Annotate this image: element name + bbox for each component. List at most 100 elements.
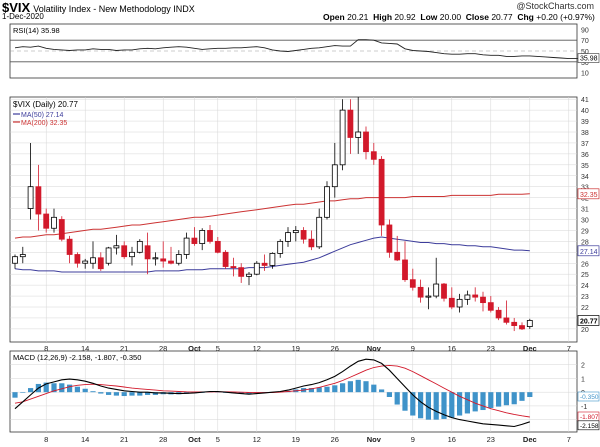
- candle-body: [175, 254, 182, 264]
- chg-label: Chg: [517, 12, 534, 22]
- candle-body: [324, 186, 330, 218]
- macd-histogram-bar: [246, 392, 252, 394]
- macd-histogram-bar: [402, 392, 408, 411]
- candle-body: [253, 262, 260, 275]
- price-tick-label: 33: [581, 185, 589, 192]
- macd-end-label-box: [577, 420, 600, 431]
- macd-histogram-bar: [386, 392, 392, 397]
- macd-histogram-bar: [129, 392, 135, 396]
- high-label: High: [373, 12, 393, 22]
- candle-body: [261, 262, 268, 266]
- ma200-legend-label: MA(200) 32.35: [21, 120, 67, 127]
- rsi-line: [14, 39, 585, 60]
- macd-histogram-bar: [59, 383, 65, 393]
- candle-body: [495, 309, 502, 319]
- candle-body: [191, 237, 198, 244]
- macd-x-tick-label: 12: [253, 435, 261, 444]
- candle-body: [285, 232, 291, 242]
- candle-body: [386, 224, 393, 253]
- candle-body: [74, 254, 81, 264]
- candle-body: [425, 295, 432, 298]
- macd-x-tick-label: 5: [216, 435, 220, 444]
- ma50-legend-label: MA(50) 27.14: [21, 112, 64, 119]
- candle-body: [300, 230, 307, 240]
- price-tick-label: 22: [581, 305, 589, 312]
- ma200-end-label: 32.35: [580, 192, 598, 199]
- price-x-tick-label: Oct: [188, 344, 201, 353]
- candle-body: [316, 216, 323, 248]
- macd-legend: MACD (12,26,9) -2.158, -1.807, -0.350: [13, 353, 141, 362]
- macd-x-tick-label: 9: [411, 435, 415, 444]
- macd-histogram-bar: [527, 392, 533, 397]
- price-tick-label: 28: [581, 239, 589, 246]
- macd-histogram-bar: [433, 392, 439, 420]
- candle-body: [160, 258, 167, 262]
- price-tick-label: 31: [581, 207, 589, 214]
- price-x-tick-label: 19: [292, 344, 300, 353]
- quote-summary: Open 20.21 High 20.92 Low 20.00 Close 20…: [323, 12, 595, 22]
- price-tick-label: 37: [581, 141, 589, 148]
- candle-body: [456, 298, 463, 308]
- candle-body: [269, 253, 276, 266]
- candle-body: [199, 230, 206, 244]
- macd-x-tick-label: 19: [292, 435, 300, 444]
- macd-x-tick-label: 14: [81, 435, 89, 444]
- macd-histogram-bar: [67, 384, 73, 393]
- macd-histogram-bar: [324, 386, 330, 393]
- candle-body: [230, 266, 237, 269]
- macd-histogram-bar: [20, 392, 26, 393]
- price-tick-label: 23: [581, 294, 589, 301]
- rsi-tick-label: 90: [581, 27, 589, 34]
- close-label: Close: [465, 12, 489, 22]
- macd-histogram-bar: [449, 392, 455, 418]
- candle-body: [214, 240, 221, 253]
- macd-histogram-bar: [418, 392, 424, 419]
- macd-end-label: -1.807: [580, 414, 599, 421]
- rsi-legend: RSI(14) 35.98: [13, 26, 60, 35]
- price-tick-label: 35: [581, 163, 589, 170]
- macd-histogram-bar: [28, 388, 34, 393]
- rsi-last-value-box: [577, 53, 600, 63]
- price-x-tick-label: 9: [411, 344, 415, 353]
- candle-body: [43, 213, 50, 229]
- macd-histogram-bar: [503, 392, 509, 406]
- macd-x-tick-label: Dec: [523, 435, 537, 444]
- close-value: 20.77: [491, 12, 513, 22]
- candle-body: [35, 186, 42, 215]
- price-x-tick-label: Nov: [367, 344, 382, 353]
- candle-body: [105, 247, 112, 264]
- price-tick-label: 38: [581, 130, 589, 137]
- candle-body: [355, 131, 362, 138]
- price-x-tick-label: 21: [120, 344, 128, 353]
- price-tick-label: 36: [581, 152, 589, 159]
- macd-histogram-bar: [379, 389, 385, 393]
- price-x-tick-label: Dec: [523, 344, 537, 353]
- candle-body: [526, 320, 533, 327]
- candle-body: [433, 283, 440, 297]
- candle-body: [347, 109, 354, 138]
- candle-body: [409, 279, 416, 288]
- price-x-tick-label: 26: [331, 344, 339, 353]
- candle-body: [144, 245, 151, 260]
- candle-body: [402, 259, 408, 281]
- macd-histogram-bar: [441, 392, 447, 419]
- macd-x-tick-label: Nov: [367, 435, 382, 444]
- price-x-tick-label: 8: [44, 344, 48, 353]
- macd-histogram-bar: [519, 392, 525, 401]
- price-tick-label: 24: [581, 283, 589, 290]
- candle-body: [448, 297, 455, 308]
- macd-histogram-bar: [457, 392, 463, 416]
- candle-body: [441, 283, 447, 299]
- price-last-value-box: [577, 315, 600, 326]
- candle-body: [363, 131, 369, 153]
- candle-body: [370, 151, 377, 160]
- x-axis: 8 8 14 14 21 21 28 28 Oct Oct 5 5 12 12 19 19 26 26 Nov Nov…: [44, 344, 571, 444]
- ma200-end-label-box: [577, 188, 600, 200]
- candle-body: [487, 302, 494, 311]
- candle-body: [519, 325, 525, 330]
- rsi-tick-label: 70: [581, 38, 589, 45]
- macd-histogram-bar: [121, 392, 127, 397]
- macd-histogram-bar: [316, 387, 322, 393]
- macd-x-tick-label: 16: [448, 435, 456, 444]
- candle-body: [97, 257, 104, 270]
